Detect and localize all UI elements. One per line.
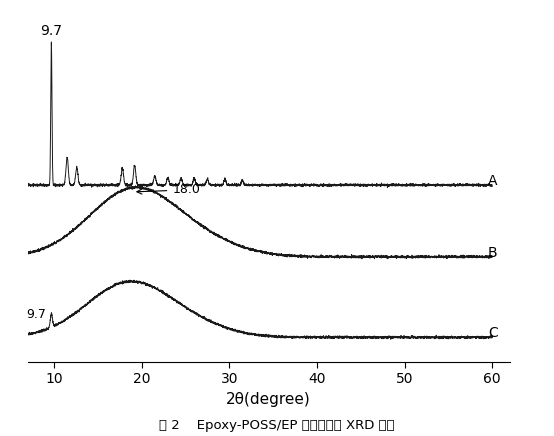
Text: B: B — [488, 246, 497, 260]
X-axis label: 2θ(degree): 2θ(degree) — [227, 392, 311, 407]
Text: C: C — [488, 327, 497, 341]
Text: 18.0: 18.0 — [137, 184, 200, 197]
Text: 9.7: 9.7 — [26, 308, 46, 320]
Text: 9.7: 9.7 — [40, 24, 63, 37]
Text: 图 2    Epoxy-POSS/EP 杂化材料的 XRD 图谱: 图 2 Epoxy-POSS/EP 杂化材料的 XRD 图谱 — [159, 419, 395, 433]
Text: A: A — [488, 174, 497, 188]
